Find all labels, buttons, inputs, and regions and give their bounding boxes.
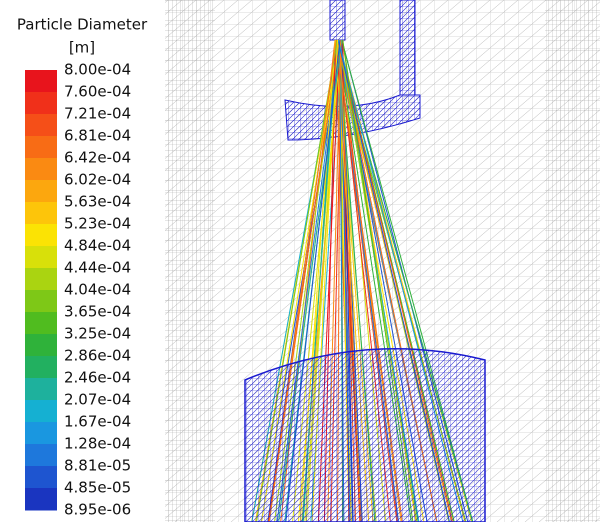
pipe [400, 0, 415, 95]
color-swatch [25, 466, 57, 489]
legend-label: 4.04e-04 [64, 281, 131, 299]
legend-label: 6.02e-04 [64, 171, 131, 189]
color-swatch [25, 422, 57, 445]
color-swatch [25, 268, 57, 291]
legend-label: 6.42e-04 [64, 149, 131, 167]
mesh [545, 0, 600, 522]
legend-label: 5.23e-04 [64, 215, 131, 233]
color-swatch [25, 400, 57, 423]
color-swatch [25, 224, 57, 247]
legend-label: 4.85e-05 [64, 479, 131, 497]
legend-label: 5.63e-04 [64, 193, 131, 211]
color-swatch [25, 334, 57, 357]
legend-label: 6.81e-04 [64, 127, 131, 145]
legend-label: 2.07e-04 [64, 391, 131, 409]
legend-label: 8.81e-05 [64, 457, 131, 475]
color-swatch [25, 114, 57, 137]
legend-label: 2.86e-04 [64, 347, 131, 365]
legend-title: Particle Diameter [17, 16, 148, 34]
legend-unit: [m] [69, 39, 95, 57]
legend-label: 1.28e-04 [64, 435, 131, 453]
color-swatch [25, 180, 57, 203]
color-swatch [25, 488, 57, 511]
legend-label: 4.84e-04 [64, 237, 131, 255]
legend-label: 7.60e-04 [64, 83, 131, 101]
legend-label: 4.44e-04 [64, 259, 131, 277]
scene: Particle Diameter [m] 8.00e-04 7.60e-04 7.… [0, 0, 600, 522]
mesh [165, 0, 215, 522]
color-swatch [25, 158, 57, 181]
color-swatch [25, 444, 57, 467]
legend-label: 8.00e-04 [64, 61, 131, 79]
color-swatch [25, 92, 57, 115]
color-swatch [25, 136, 57, 159]
mesh-view [165, 0, 600, 522]
color-swatch [25, 290, 57, 313]
legend-label: 2.46e-04 [64, 369, 131, 387]
legend-label: 7.21e-04 [64, 105, 131, 123]
colorbar: 8.00e-04 7.60e-04 7.21e-04 6.81e-04 6.42e-04… [25, 61, 131, 519]
color-swatch [25, 356, 57, 379]
color-swatch [25, 312, 57, 335]
cup [245, 349, 485, 522]
color-swatch [25, 378, 57, 401]
nozzle [330, 0, 345, 40]
color-swatch [25, 202, 57, 225]
color-swatch [25, 70, 57, 93]
legend-label: 1.67e-04 [64, 413, 131, 431]
legend-label: 3.25e-04 [64, 325, 131, 343]
color-swatch [25, 246, 57, 269]
legend-label: 8.95e-06 [64, 501, 131, 519]
legend-label: 3.65e-04 [64, 303, 131, 321]
